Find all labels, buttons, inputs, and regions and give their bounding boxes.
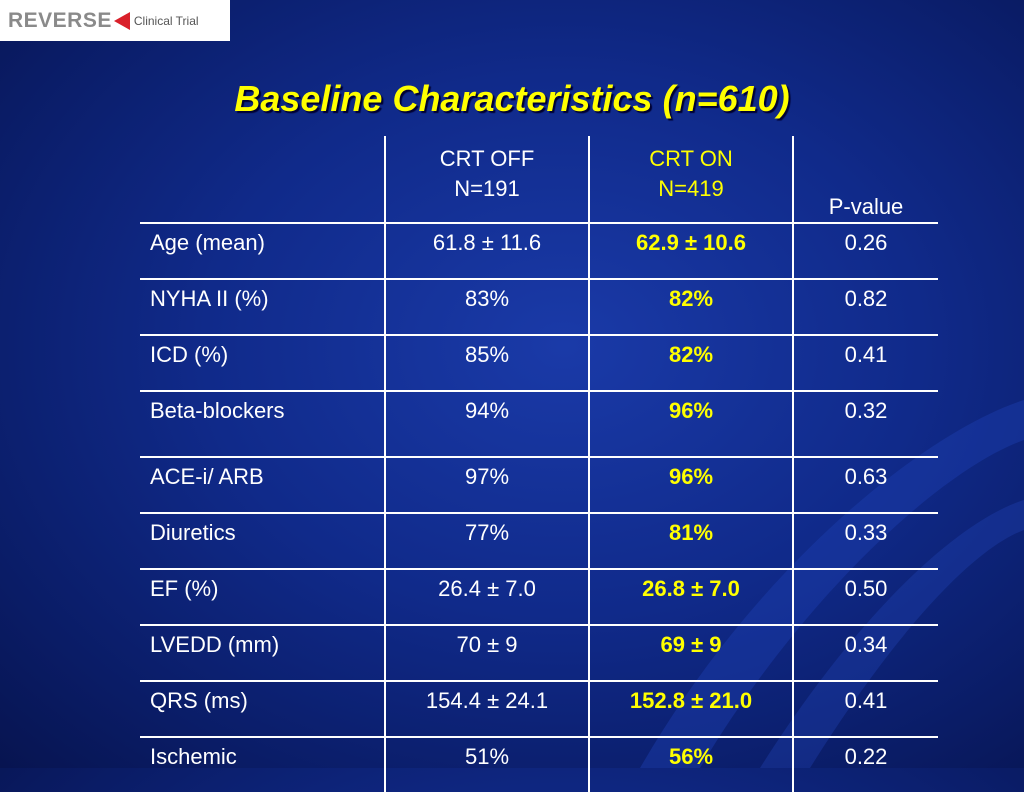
- cell-crt-on: 96%: [588, 456, 793, 513]
- cell-crt-off: 85%: [384, 334, 589, 391]
- cell-p-value: 0.22: [792, 736, 938, 792]
- cell-crt-off: 61.8 ± 11.6: [384, 222, 589, 279]
- baseline-table: CRT OFF N=191 CRT ON N=419 P-value Age (…: [140, 136, 938, 792]
- header-crt-off: CRT OFF N=191: [384, 136, 589, 223]
- table-row: EF (%) 26.4 ± 7.0 26.8 ± 7.0 0.50: [140, 568, 938, 625]
- row-label: EF (%): [140, 568, 385, 625]
- row-label: Diuretics: [140, 512, 385, 569]
- cell-crt-on: 81%: [588, 512, 793, 569]
- table-row: Ischemic 51% 56% 0.22: [140, 736, 938, 792]
- header-p-value: P-value: [792, 136, 938, 223]
- row-label: Beta-blockers: [140, 390, 385, 457]
- cell-crt-off: 26.4 ± 7.0: [384, 568, 589, 625]
- cell-crt-off: 51%: [384, 736, 589, 792]
- header-empty-cell: [140, 136, 385, 223]
- cell-crt-on: 82%: [588, 334, 793, 391]
- row-label: LVEDD (mm): [140, 624, 385, 681]
- header-crt-off-label: CRT OFF: [439, 146, 535, 171]
- header-crt-off-n: N=191: [454, 176, 520, 201]
- table-header-row: CRT OFF N=191 CRT ON N=419 P-value: [140, 136, 938, 223]
- cell-p-value: 0.32: [792, 390, 938, 457]
- cell-crt-on: 62.9 ± 10.6: [588, 222, 793, 279]
- table-row: ACE-i/ ARB 97% 96% 0.63: [140, 456, 938, 513]
- table-row: ICD (%) 85% 82% 0.41: [140, 334, 938, 391]
- cell-crt-off: 77%: [384, 512, 589, 569]
- row-label: Ischemic: [140, 736, 385, 792]
- cell-p-value: 0.41: [792, 680, 938, 737]
- cell-crt-on: 56%: [588, 736, 793, 792]
- cell-crt-off: 154.4 ± 24.1: [384, 680, 589, 737]
- cell-crt-off: 97%: [384, 456, 589, 513]
- table-row: Diuretics 77% 81% 0.33: [140, 512, 938, 569]
- table-row: Beta-blockers 94% 96% 0.32: [140, 390, 938, 457]
- cell-crt-on: 152.8 ± 21.0: [588, 680, 793, 737]
- slide-title: Baseline Characteristics (n=610): [234, 78, 790, 119]
- cell-crt-on: 26.8 ± 7.0: [588, 568, 793, 625]
- cell-crt-on: 69 ± 9: [588, 624, 793, 681]
- cell-p-value: 0.33: [792, 512, 938, 569]
- cell-p-value: 0.26: [792, 222, 938, 279]
- reverse-logo: REVERSE Clinical Trial: [0, 0, 230, 41]
- row-label: ACE-i/ ARB: [140, 456, 385, 513]
- cell-p-value: 0.34: [792, 624, 938, 681]
- logo-subtitle: Clinical Trial: [133, 13, 199, 28]
- cell-crt-off: 83%: [384, 278, 589, 335]
- table-row: QRS (ms) 154.4 ± 24.1 152.8 ± 21.0 0.41: [140, 680, 938, 737]
- cell-p-value: 0.41: [792, 334, 938, 391]
- row-label: Age (mean): [140, 222, 385, 279]
- row-label: NYHA II (%): [140, 278, 385, 335]
- table-row: Age (mean) 61.8 ± 11.6 62.9 ± 10.6 0.26: [140, 222, 938, 279]
- table-row: LVEDD (mm) 70 ± 9 69 ± 9 0.34: [140, 624, 938, 681]
- logo-arrow-icon: [113, 11, 130, 30]
- row-label: QRS (ms): [140, 680, 385, 737]
- row-label: ICD (%): [140, 334, 385, 391]
- logo-word: REVERSE: [8, 8, 112, 32]
- cell-p-value: 0.50: [792, 568, 938, 625]
- header-crt-on-label: CRT ON: [649, 146, 733, 171]
- header-crt-on: CRT ON N=419: [588, 136, 793, 223]
- cell-p-value: 0.63: [792, 456, 938, 513]
- cell-crt-off: 94%: [384, 390, 589, 457]
- cell-crt-on: 82%: [588, 278, 793, 335]
- header-crt-on-n: N=419: [658, 176, 724, 201]
- cell-crt-off: 70 ± 9: [384, 624, 589, 681]
- cell-crt-on: 96%: [588, 390, 793, 457]
- cell-p-value: 0.82: [792, 278, 938, 335]
- table-row: NYHA II (%) 83% 82% 0.82: [140, 278, 938, 335]
